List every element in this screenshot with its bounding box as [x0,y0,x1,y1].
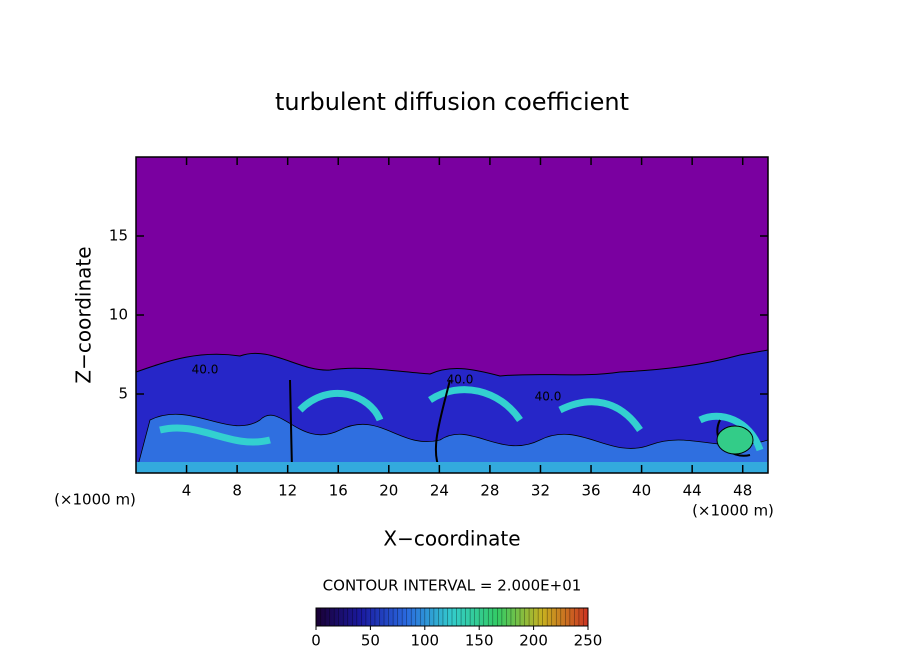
x-unit: (×1000 m) [54,491,136,509]
eddy [716,425,754,455]
x-tick-label: 4 [182,482,192,500]
eddy [159,386,764,452]
contour-interval: CONTOUR INTERVAL = 2.000E+01 [323,577,582,595]
colorbar-tick-label: 150 [465,632,494,650]
x-tick-label: 16 [329,482,348,500]
colorbar-tick-label: 50 [361,632,380,650]
field [136,157,768,473]
contour-label: 40.0 [192,363,219,377]
colorbar-tick-label: 200 [519,632,548,650]
x-tick-label: 28 [480,482,499,500]
x-tick-label: 12 [278,482,297,500]
x-tick-label: 24 [430,482,449,500]
chart-title: turbulent diffusion coefficient [275,88,629,116]
turbulent-layer [136,413,768,473]
x-tick-label: 40 [632,482,651,500]
y-axis-label: Z−coordinate [72,246,96,383]
x-tick-label: 20 [379,482,398,500]
y-tick-label: 10 [109,306,128,324]
x-tick-label: 36 [581,482,600,500]
x-unit: (×1000 m) [692,502,774,520]
surface-layer [136,462,768,473]
y-tick-label: 5 [118,385,128,403]
colorbar-tick-label: 0 [311,632,321,650]
x-tick-label: 44 [683,482,702,500]
x-tick-label: 8 [232,482,242,500]
colorbar-tick-label: 100 [410,632,439,650]
x-tick-label: 48 [733,482,752,500]
contour-label: 40.0 [535,390,562,404]
contour-label: 40.0 [447,373,474,387]
x-tick-label: 32 [531,482,550,500]
y-tick-label: 15 [109,227,128,245]
x-axis-label: X−coordinate [383,527,520,551]
colorbar-tick-label: 250 [574,632,603,650]
